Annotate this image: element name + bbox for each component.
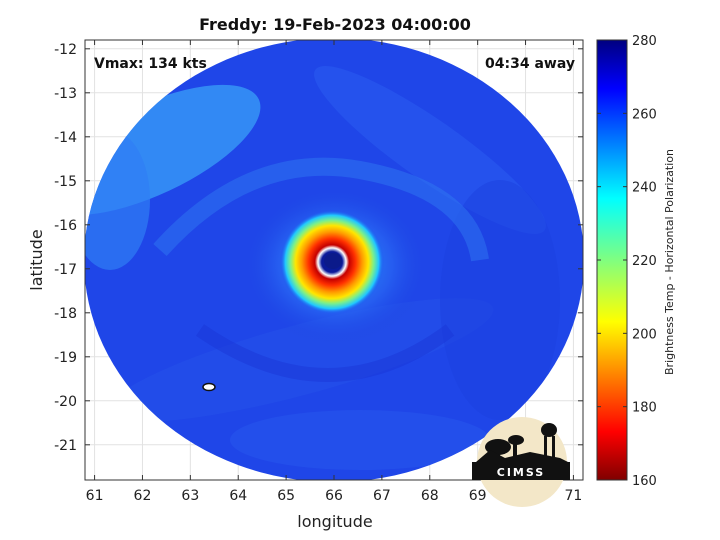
x-tick-label: 64 <box>229 488 247 504</box>
colorbar-tick-label: 180 <box>632 401 657 416</box>
y-tick-label: -20 <box>54 394 77 410</box>
x-tick-label: 63 <box>181 488 199 504</box>
x-tick-label: 62 <box>134 488 152 504</box>
y-axis-ticks: -12 -13 -14 -15 -16 -17 -18 -19 -20 -21 <box>54 42 583 454</box>
colorbar-tick-label: 160 <box>632 474 657 489</box>
x-tick-label: 65 <box>277 488 295 504</box>
colorbar-tick-label: 260 <box>632 107 657 122</box>
y-tick-label: -13 <box>54 86 77 102</box>
y-tick-label: -21 <box>54 438 77 454</box>
time-away-annotation: 04:34 away <box>485 56 575 72</box>
y-tick-label: -17 <box>54 262 77 278</box>
colorbar-tick-label: 280 <box>632 34 657 49</box>
y-tick-label: -15 <box>54 174 77 190</box>
colorbar-tick-label: 200 <box>632 327 657 342</box>
y-tick-label: -18 <box>54 306 77 322</box>
x-tick-label: 67 <box>373 488 391 504</box>
colorbar-tick-label: 240 <box>632 181 657 196</box>
colorbar-label: Brightness Temp - Horizontal Polarizatio… <box>663 149 676 375</box>
y-tick-label: -19 <box>54 350 77 366</box>
colorbar-tick-label: 220 <box>632 254 657 269</box>
cimss-logo: CIMSS <box>472 417 570 507</box>
colorbar-ticks: 280 260 240 220 200 180 160 <box>597 34 657 489</box>
cimss-logo-text: CIMSS <box>497 466 545 479</box>
island-outline <box>202 382 216 392</box>
y-tick-label: -14 <box>54 130 77 146</box>
x-tick-label: 69 <box>469 488 487 504</box>
x-tick-label: 61 <box>86 488 104 504</box>
x-tick-label: 71 <box>565 488 583 504</box>
x-tick-label: 68 <box>421 488 439 504</box>
storm-eye <box>324 253 342 269</box>
vmax-annotation: Vmax: 134 kts <box>94 56 207 72</box>
x-tick-label: 66 <box>325 488 343 504</box>
colorbar <box>596 39 628 481</box>
y-tick-label: -12 <box>54 42 77 58</box>
x-axis-label: longitude <box>297 512 372 531</box>
y-axis-label: latitude <box>27 229 46 290</box>
chart-title: Freddy: 19-Feb-2023 04:00:00 <box>199 15 471 34</box>
y-tick-label: -16 <box>54 218 77 234</box>
